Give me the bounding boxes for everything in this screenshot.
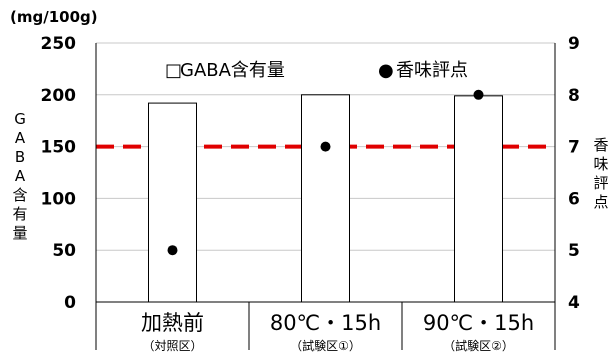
flavor-score-point — [167, 245, 178, 256]
category-labels: 加熱前 （対照区） 80℃・15h （試験区①） 90℃・15h （試験区②） — [141, 311, 534, 353]
left-tick-label: 0 — [64, 293, 76, 313]
left-tick-label: 50 — [52, 241, 76, 261]
left-tick-label: 250 — [41, 34, 77, 54]
right-tick-label: 9 — [568, 34, 580, 54]
left-axis-label-char: A — [15, 167, 26, 185]
right-axis-label: 香味評点 — [593, 136, 608, 211]
right-tick-label: 6 — [568, 189, 580, 209]
category-sublabel: （対照区） — [142, 339, 202, 353]
left-axis-label-char: 量 — [12, 224, 27, 242]
bars — [148, 94, 503, 303]
category-label: 加熱前 — [141, 311, 204, 335]
right-axis-label-char: 点 — [593, 193, 608, 211]
right-tick-label: 5 — [568, 241, 580, 261]
right-tick-label: 4 — [568, 293, 580, 313]
category-label: 90℃・15h — [423, 311, 534, 335]
legend-point-label: 香味評点 — [396, 60, 468, 81]
left-axis-label: GABA含有量 — [12, 110, 27, 242]
right-tick-label: 7 — [568, 138, 580, 158]
gaba-bar — [454, 95, 503, 303]
legend-bar-label: GABA含有量 — [180, 60, 285, 81]
left-axis-label-char: 有 — [12, 205, 27, 223]
flavor-score-point — [320, 141, 331, 152]
legend-point-symbol: ● — [378, 60, 394, 81]
right-axis-label-char: 評 — [593, 174, 608, 192]
gaba-bar — [148, 102, 197, 303]
left-axis-label-char: A — [15, 129, 26, 147]
left-axis-label-char: B — [15, 148, 25, 166]
left-axis-unit: (mg/100g) — [10, 8, 98, 26]
right-axis-label-char: 香 — [593, 136, 608, 154]
left-tick-labels: 0 50 100 150 200 250 — [41, 34, 77, 313]
points — [167, 89, 484, 256]
category-label: 80℃・15h — [270, 311, 381, 335]
category-sublabel: （試験区②） — [443, 338, 514, 353]
left-tick-label: 100 — [41, 189, 77, 209]
flavor-score-point — [473, 89, 484, 100]
category-sublabel: （試験区①） — [290, 338, 361, 353]
right-axis-label-char: 味 — [593, 155, 608, 173]
left-axis-label-char: 含 — [12, 186, 27, 204]
right-tick-label: 8 — [568, 86, 580, 106]
left-tick-label: 150 — [41, 138, 77, 158]
gaba-bar — [301, 94, 350, 303]
legend: □ GABA含有量 ● 香味評点 — [165, 60, 468, 81]
legend-bar-symbol: □ — [165, 60, 182, 81]
left-tick-label: 200 — [41, 86, 77, 106]
right-tick-labels: 4 5 6 7 8 9 — [568, 34, 580, 313]
axes — [95, 43, 556, 350]
left-axis-label-char: G — [14, 110, 26, 128]
